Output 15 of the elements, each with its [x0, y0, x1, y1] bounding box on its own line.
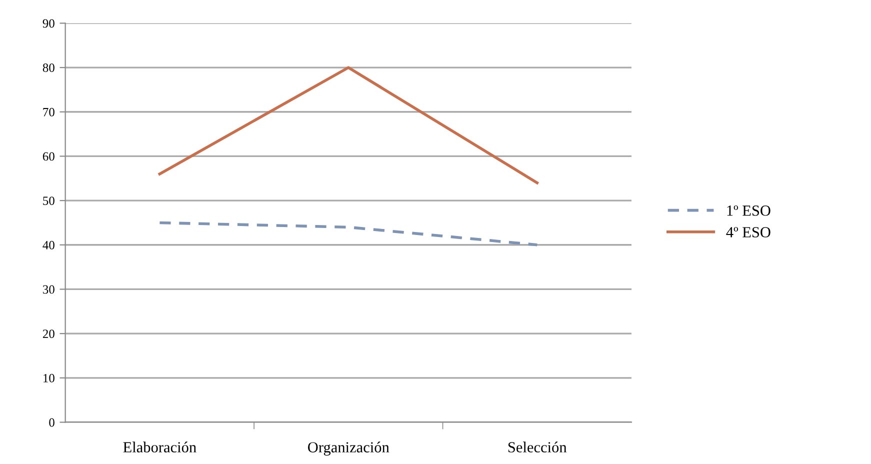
y-tick-label: 80 [42, 64, 54, 72]
y-tick-label: 30 [43, 285, 54, 294]
y-tick-label: 50 [43, 196, 54, 206]
y-tick-label: 70 [43, 108, 54, 116]
y-tick-label: 0 [49, 418, 54, 427]
x-tick-label: Organización [308, 442, 390, 456]
y-tick-label: 40 [42, 240, 54, 250]
legend-label: 4º ESO [726, 227, 770, 238]
x-tick-label: Selección [508, 442, 567, 452]
y-tick-label: 90 [42, 19, 54, 28]
y-tick-label: 60 [42, 152, 54, 161]
y-tick-label: 10 [44, 374, 54, 382]
x-tick-label: Elaboración [123, 442, 196, 452]
y-tick-label: 20 [42, 330, 54, 338]
legend-label: 1º ESO [727, 205, 770, 216]
